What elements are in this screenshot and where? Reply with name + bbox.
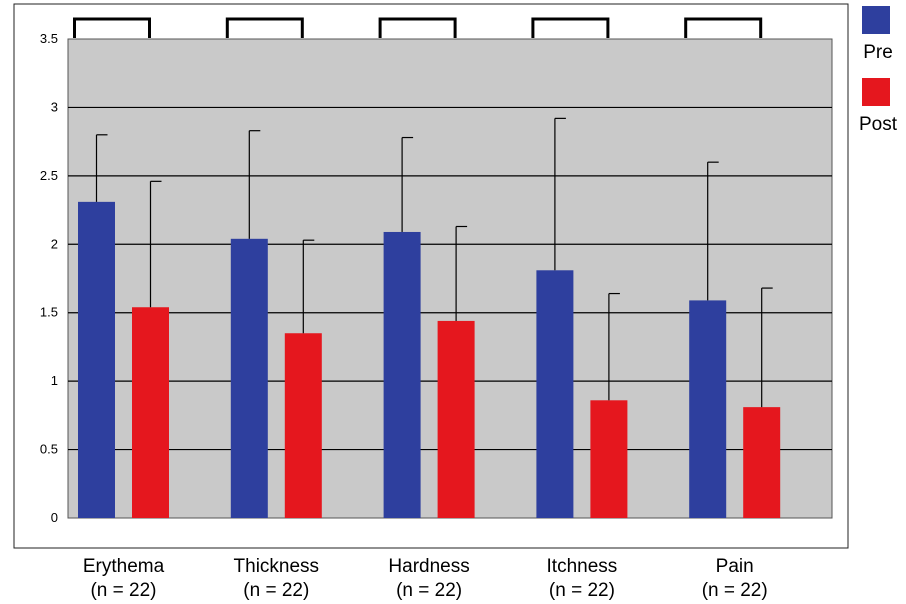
legend-swatch-pre: [862, 6, 890, 34]
x-category-label: Thickness: [234, 556, 320, 577]
x-category-note: (n = 22): [702, 580, 768, 601]
bar-pre-hardness: [383, 231, 421, 518]
y-axis-ticks: 0 0.5 1 1.5 2 2.5 3 3.5: [40, 31, 58, 525]
y-tick-label: 1: [51, 373, 58, 388]
bar-pre-pain: [689, 300, 727, 518]
bar-post-hardness: [437, 320, 475, 518]
y-tick-label: 2.5: [40, 168, 58, 183]
y-tick-label: 1.5: [40, 305, 58, 320]
bar-post-erythema: [132, 307, 169, 518]
significance-bracket: [73, 17, 151, 38]
bar-pre-erythema: [78, 201, 115, 519]
bar-post-itchness: [590, 400, 628, 518]
bars: [78, 201, 781, 519]
x-category-note: (n = 22): [396, 580, 462, 601]
legend-label-post: Post: [859, 114, 898, 135]
bar-pre-thickness: [230, 238, 268, 518]
x-category-label: Erythema: [83, 556, 165, 577]
bar-pre-itchness: [536, 270, 574, 518]
y-tick-label: 0: [51, 510, 58, 525]
x-category-note: (n = 22): [243, 580, 309, 601]
y-tick-label: 3.5: [40, 31, 58, 46]
significance-brackets: [73, 17, 763, 38]
bar-post-pain: [743, 407, 781, 518]
x-category-note: (n = 22): [549, 580, 615, 601]
x-category-label: Itchness: [547, 556, 618, 577]
significance-bracket: [531, 17, 610, 38]
y-tick-label: 2: [51, 236, 58, 251]
bar-post-thickness: [284, 333, 322, 518]
x-category-label: Hardness: [388, 556, 469, 577]
significance-bracket: [378, 17, 457, 38]
x-axis-labels: Erythema (n = 22) Thickness (n = 22) Hardnes…: [83, 556, 768, 601]
significance-bracket: [684, 17, 763, 38]
significance-bracket: [225, 17, 304, 38]
error-bars: [95, 117, 773, 408]
legend: Pre Post: [859, 6, 898, 135]
y-tick-label: 0.5: [40, 442, 58, 457]
y-tick-label: 3: [51, 99, 58, 114]
legend-swatch-post: [862, 78, 890, 106]
x-category-label: Pain: [716, 556, 754, 577]
legend-label-pre: Pre: [863, 42, 893, 63]
x-category-note: (n = 22): [90, 580, 156, 601]
